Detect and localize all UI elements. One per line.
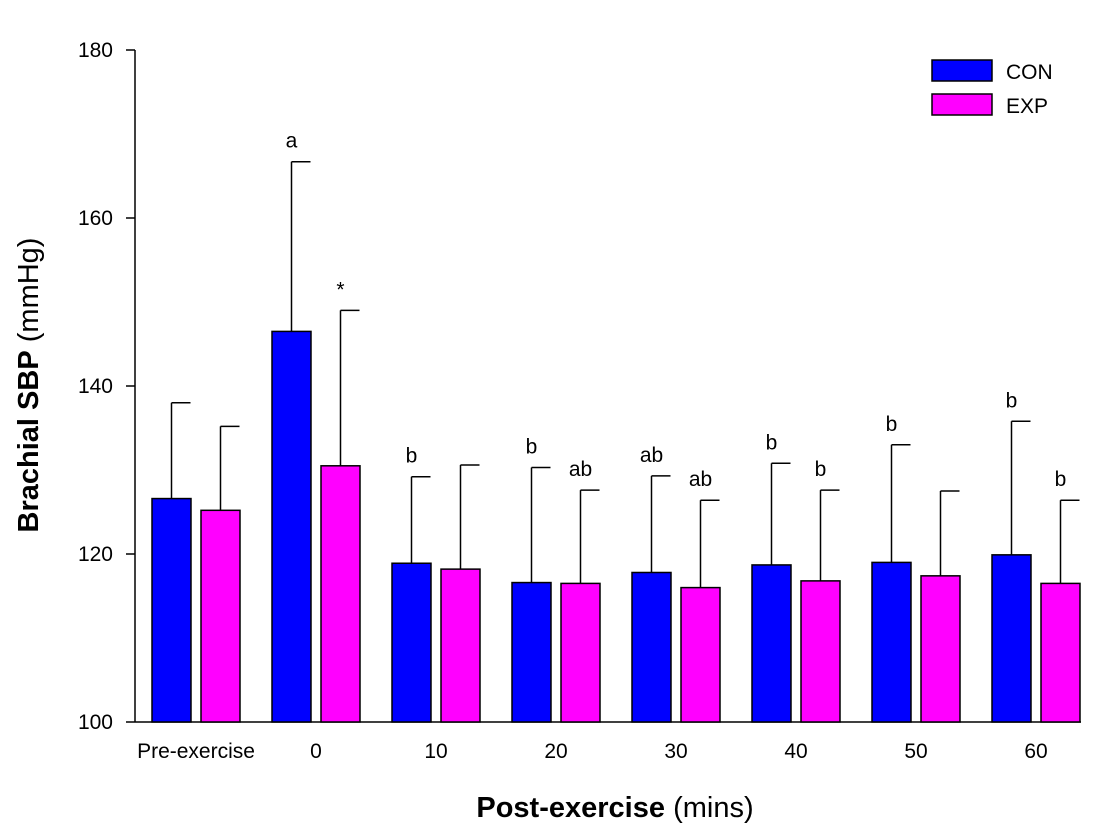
legend-swatch-con xyxy=(931,59,993,82)
y-tick-label-160: 160 xyxy=(78,207,113,230)
bar-exp-10 xyxy=(440,568,481,723)
bar-exp-40 xyxy=(800,580,841,723)
bar-exp-50 xyxy=(920,575,961,723)
bar-exp-20 xyxy=(560,582,601,723)
annotation-exp-0: * xyxy=(336,278,344,301)
y-axis-title: Brachial SBP (mmHg) xyxy=(13,238,45,533)
bar-con-50 xyxy=(871,561,912,723)
bar-con-20 xyxy=(511,581,552,723)
annotation-con-40: b xyxy=(766,431,778,454)
annotation-con-0: a xyxy=(286,130,298,153)
bar-con-pre-exercise xyxy=(151,497,192,723)
x-tick-label-50: 50 xyxy=(904,740,927,763)
bar-con-60 xyxy=(991,554,1032,723)
annotation-con-10: b xyxy=(406,445,418,468)
x-tick-label-10: 10 xyxy=(424,740,447,763)
x-axis-title: Post-exercise (mins) xyxy=(476,792,753,824)
legend: CON EXP xyxy=(931,59,1053,118)
annotation-exp-60: b xyxy=(1055,468,1067,491)
annotation-exp-30: ab xyxy=(689,468,712,491)
y-axis: 100 120 140 160 180 xyxy=(78,39,136,734)
bar-exp-pre-exercise xyxy=(200,509,241,723)
bar-con-0 xyxy=(271,330,312,723)
bar-exp-60 xyxy=(1040,582,1081,723)
x-tick-label-60: 60 xyxy=(1024,740,1047,763)
bars xyxy=(151,330,1081,723)
error-bars xyxy=(170,160,1080,588)
annotation-exp-40: b xyxy=(815,458,827,481)
x-tick-label-0: 0 xyxy=(310,740,322,763)
x-tick-label-pre-exercise: Pre-exercise xyxy=(137,740,255,763)
legend-swatch-exp xyxy=(931,93,993,116)
x-axis-title-bold: Post-exercise xyxy=(476,792,665,824)
bar-exp-30 xyxy=(680,586,721,723)
y-tick-label-140: 140 xyxy=(78,375,113,398)
bar-con-10 xyxy=(391,562,432,723)
x-axis: Pre-exercise 0 10 20 30 40 50 60 xyxy=(135,721,1081,763)
x-tick-label-20: 20 xyxy=(544,740,567,763)
annotation-exp-20: ab xyxy=(569,458,592,481)
annotation-con-60: b xyxy=(1006,389,1018,412)
annotation-con-50: b xyxy=(886,413,898,436)
annotation-con-20: b xyxy=(526,435,538,458)
x-tick-label-30: 30 xyxy=(664,740,687,763)
y-tick-label-100: 100 xyxy=(78,711,113,734)
y-axis-title-bold: Brachial SBP xyxy=(13,350,45,532)
annotation-con-30: ab xyxy=(640,444,663,467)
y-tick-label-120: 120 xyxy=(78,543,113,566)
legend-label-con: CON xyxy=(1006,61,1053,84)
legend-label-exp: EXP xyxy=(1006,95,1048,118)
y-tick-label-180: 180 xyxy=(78,39,113,62)
bar-con-30 xyxy=(631,571,672,723)
bar-con-40 xyxy=(751,564,792,723)
x-tick-label-40: 40 xyxy=(784,740,807,763)
bar-exp-0 xyxy=(320,465,361,723)
x-axis-title-unit: (mins) xyxy=(673,792,754,824)
y-axis-title-unit: (mmHg) xyxy=(13,238,45,343)
